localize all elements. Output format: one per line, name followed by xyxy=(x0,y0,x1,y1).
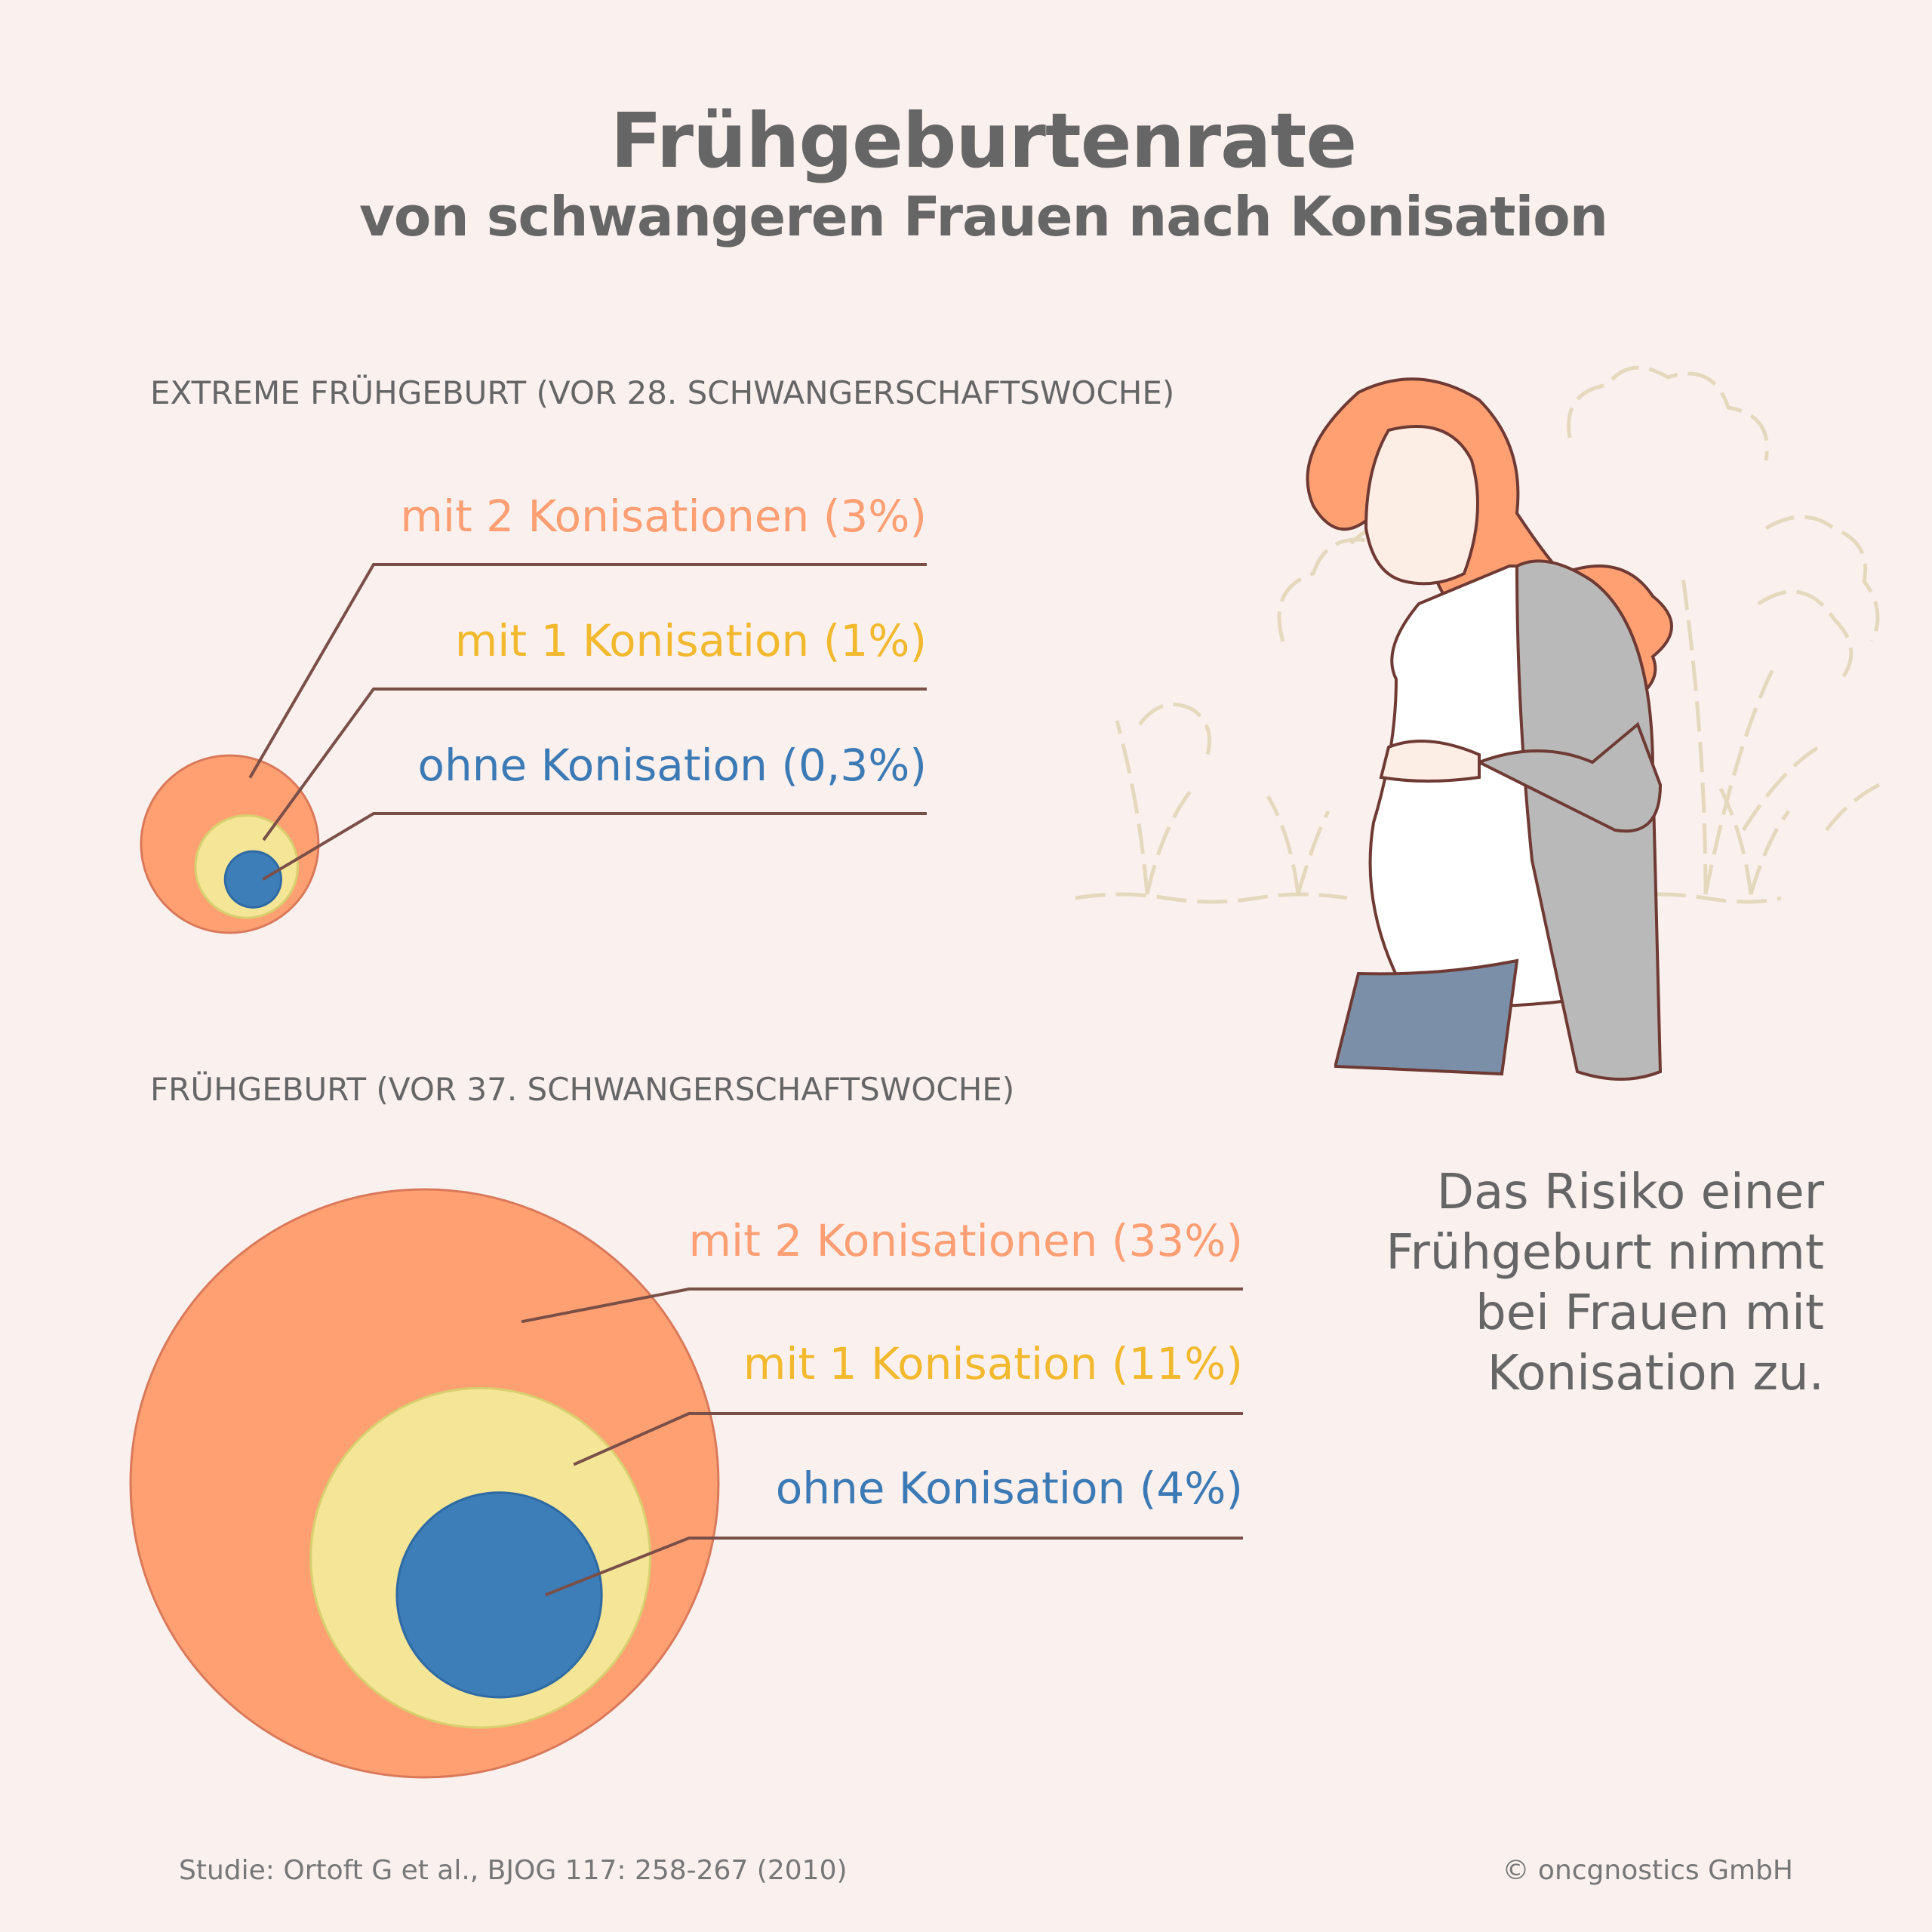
chart2-label-none: ohne Konisation (4%) xyxy=(775,1463,1243,1514)
chart2-leader-one xyxy=(573,1412,1243,1466)
chart1-leader-none xyxy=(262,812,927,881)
chart1-label-none: ohne Konisation (0,3%) xyxy=(417,740,927,791)
risk-statement-line: bei Frauen mit xyxy=(1475,1285,1824,1341)
chart1-title: EXTREME FRÜHGEBURT (VOR 28. SCHWANGERSCH… xyxy=(150,374,1175,411)
risk-statement: Das Risiko einer Frühgeburt nimmt bei Fr… xyxy=(1386,1162,1824,1404)
chart2-label-two: mit 2 Konisationen (33%) xyxy=(688,1215,1243,1266)
risk-statement-line: Das Risiko einer xyxy=(1436,1164,1824,1220)
risk-statement-line: Frühgeburt nimmt xyxy=(1386,1225,1824,1281)
chart1-leader-one xyxy=(262,688,927,841)
chart1-label-one: mit 1 Konisation (1%) xyxy=(454,615,927,666)
page-subtitle: von schwangeren Frauen nach Konisation xyxy=(358,185,1608,248)
chart2-leader-two xyxy=(521,1287,1243,1324)
chart1-bubble-none xyxy=(223,850,282,909)
chart2-label-one: mit 1 Konisation (11%) xyxy=(743,1338,1243,1389)
chart1-label-two: mit 2 Konisationen (3%) xyxy=(400,491,927,542)
chart2-leader-none xyxy=(544,1537,1243,1597)
source-citation: Studie: Ortoft G et al., BJOG 117: 258-2… xyxy=(179,1855,848,1886)
copyright: © oncgnostics GmbH xyxy=(1502,1855,1793,1886)
page-title: Frühgeburtenrate xyxy=(610,97,1357,185)
risk-statement-line: Konisation zu. xyxy=(1487,1346,1824,1401)
chart2-bubble-none xyxy=(395,1491,603,1699)
chart2-title: FRÜHGEBURT (VOR 37. SCHWANGERSCHAFTSWOCH… xyxy=(150,1071,1015,1108)
chart1-leader-two xyxy=(248,563,927,779)
